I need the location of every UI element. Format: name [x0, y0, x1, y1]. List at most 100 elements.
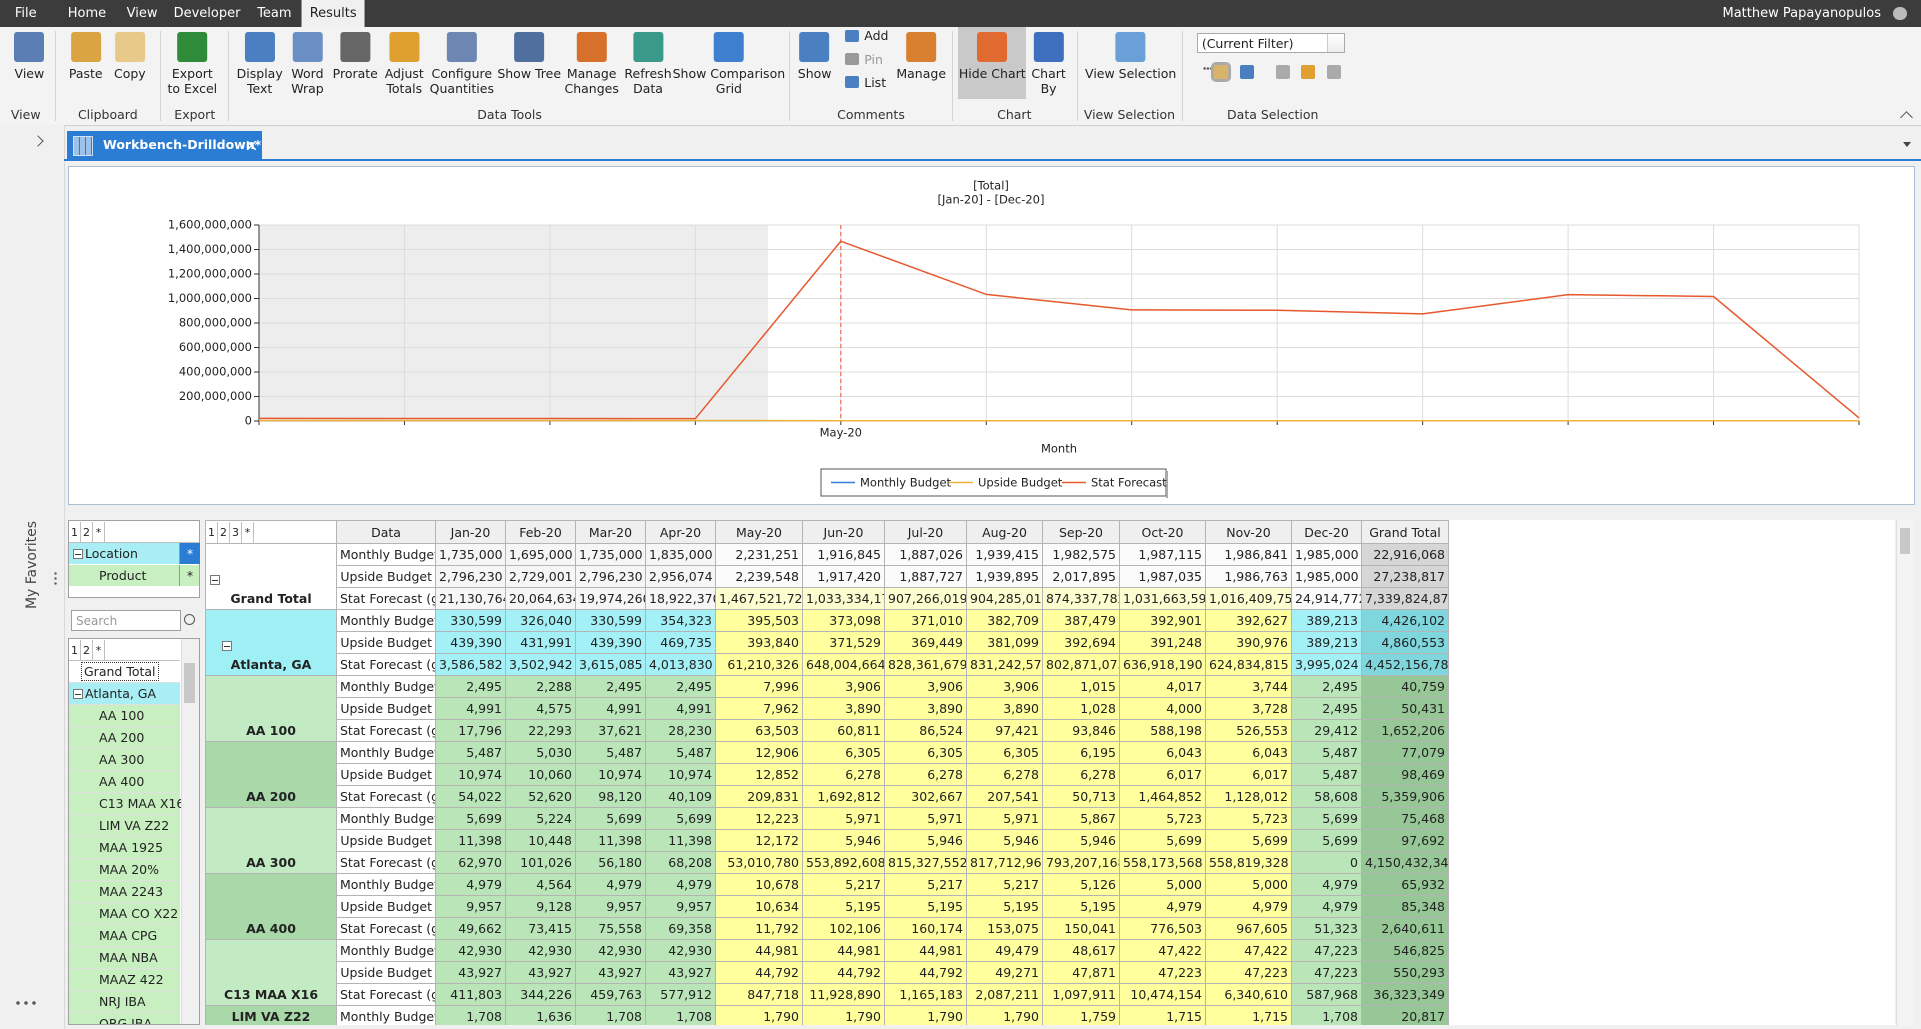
value-cell[interactable]: 2,495	[1291, 675, 1362, 698]
value-cell[interactable]: 5,195	[1042, 895, 1120, 918]
value-cell[interactable]: 5,946	[966, 829, 1043, 852]
value-cell[interactable]: 2,288	[505, 675, 576, 698]
user-name[interactable]: Matthew Papayanopulos	[1722, 6, 1881, 21]
collapse-toggle[interactable]	[73, 549, 83, 559]
row-group-header[interactable]: AA 100	[205, 675, 337, 742]
value-cell[interactable]: 411,803	[435, 983, 506, 1006]
value-cell[interactable]: 1,715	[1119, 1005, 1206, 1025]
value-cell[interactable]: 5,195	[884, 895, 967, 918]
value-cell[interactable]: 5,699	[435, 807, 506, 830]
column-header[interactable]: Apr-20	[645, 520, 716, 544]
value-cell[interactable]: 904,285,018	[966, 587, 1043, 610]
value-cell[interactable]: 5,224	[505, 807, 576, 830]
value-cell[interactable]: 2,495	[575, 675, 646, 698]
ribbon-button[interactable]: Refresh Data	[624, 27, 672, 111]
value-cell[interactable]: 28,230	[645, 719, 716, 742]
value-cell[interactable]: 1,987,115	[1119, 543, 1206, 566]
value-cell[interactable]: 390,976	[1205, 631, 1292, 654]
value-cell[interactable]: 17,796	[435, 719, 506, 742]
value-cell[interactable]: 4,575	[505, 697, 576, 720]
value-cell[interactable]: 2,495	[435, 675, 506, 698]
value-cell[interactable]: 5,723	[1205, 807, 1292, 830]
value-cell[interactable]: 2,796,230	[435, 565, 506, 588]
value-cell[interactable]: 1,708	[575, 1005, 646, 1025]
value-cell[interactable]: 12,172	[715, 829, 803, 852]
tree-item[interactable]: MAA 2243	[69, 881, 180, 903]
value-cell[interactable]: 558,173,568	[1119, 851, 1206, 874]
value-cell[interactable]: 9,957	[645, 895, 716, 918]
splitter-grip[interactable]	[54, 571, 57, 585]
value-cell[interactable]: 75,468	[1361, 807, 1449, 830]
value-cell[interactable]: 5,217	[966, 873, 1043, 896]
level-button[interactable]: 2	[81, 640, 93, 661]
value-cell[interactable]: 4,017	[1119, 675, 1206, 698]
value-cell[interactable]: 1,033,334,179	[802, 587, 885, 610]
value-cell[interactable]: 150,041	[1042, 917, 1120, 940]
field-row[interactable]: Location *	[69, 543, 200, 564]
value-cell[interactable]: 4,564	[505, 873, 576, 896]
value-cell[interactable]: 1,916,845	[802, 543, 885, 566]
value-cell[interactable]: 4,991	[645, 697, 716, 720]
value-cell[interactable]: 49,662	[435, 917, 506, 940]
value-cell[interactable]: 52,620	[505, 785, 576, 808]
value-cell[interactable]: 1,790	[966, 1005, 1043, 1025]
value-cell[interactable]: 1,835,000	[645, 543, 716, 566]
value-cell[interactable]: 12,906	[715, 741, 803, 764]
value-cell[interactable]: 54,022	[435, 785, 506, 808]
value-cell[interactable]: 5,699	[1119, 829, 1206, 852]
value-cell[interactable]: 6,043	[1119, 741, 1206, 764]
value-cell[interactable]: 11,928,890	[802, 983, 885, 1006]
scroll-thumb[interactable]	[1900, 528, 1910, 554]
value-cell[interactable]: 382,709	[966, 609, 1043, 632]
value-cell[interactable]: 326,040	[505, 609, 576, 632]
value-cell[interactable]: 50,713	[1042, 785, 1120, 808]
column-header[interactable]: Oct-20	[1119, 520, 1206, 544]
value-cell[interactable]: 6,017	[1119, 763, 1206, 786]
value-cell[interactable]: 577,912	[645, 983, 716, 1006]
value-cell[interactable]: 392,627	[1205, 609, 1292, 632]
tree-item[interactable]: LIM VA Z22	[69, 815, 180, 837]
value-cell[interactable]: 5,487	[645, 741, 716, 764]
value-cell[interactable]: 1,790	[802, 1005, 885, 1025]
ribbon-button[interactable]: View	[14, 27, 45, 111]
value-cell[interactable]: 391,248	[1119, 631, 1206, 654]
row-group-header[interactable]: Grand Total	[205, 543, 337, 610]
column-header[interactable]: Mar-20	[575, 520, 646, 544]
value-cell[interactable]: 1,985,000	[1291, 543, 1362, 566]
value-cell[interactable]: 60,811	[802, 719, 885, 742]
value-cell[interactable]: 44,981	[802, 939, 885, 962]
value-cell[interactable]: 40,109	[645, 785, 716, 808]
user-avatar[interactable]	[1893, 7, 1907, 20]
value-cell[interactable]: 553,892,608	[802, 851, 885, 874]
ribbon-button[interactable]: Show Tree	[497, 27, 561, 111]
ribbon-button[interactable]: Manage	[896, 27, 946, 111]
value-cell[interactable]: 1,735,000	[435, 543, 506, 566]
row-group-header[interactable]: Atlanta, GA	[205, 609, 337, 676]
value-cell[interactable]: 4,150,432,348	[1361, 851, 1449, 874]
value-cell[interactable]: 4,426,102	[1361, 609, 1449, 632]
level-button[interactable]: *	[242, 522, 254, 543]
row-group-header[interactable]: C13 MAA X16	[205, 939, 337, 1006]
value-cell[interactable]: 43,927	[575, 961, 646, 984]
level-button[interactable]: 1	[207, 522, 218, 543]
collapse-ribbon[interactable]	[1900, 111, 1913, 124]
value-cell[interactable]: 1,128,012	[1205, 785, 1292, 808]
ribbon-button[interactable]: Hide Chart	[958, 27, 1027, 99]
value-cell[interactable]: 58,608	[1291, 785, 1362, 808]
ribbon-button[interactable]: Manage Changes	[564, 27, 619, 111]
value-cell[interactable]: 2,956,074	[645, 565, 716, 588]
menu-item[interactable]: View	[126, 6, 158, 21]
level-button[interactable]: 2	[81, 522, 93, 543]
row-group-header[interactable]: AA 300	[205, 807, 337, 874]
value-cell[interactable]: 1,028	[1042, 697, 1120, 720]
selection-tool[interactable]	[1210, 61, 1231, 82]
level-button[interactable]: 1	[69, 640, 81, 661]
column-header[interactable]: Dec-20	[1291, 520, 1362, 544]
value-cell[interactable]: 330,599	[435, 609, 506, 632]
tree-item[interactable]: AA 200	[69, 727, 180, 749]
value-cell[interactable]: 10,634	[715, 895, 803, 918]
menu-item[interactable]: Results	[301, 0, 365, 27]
value-cell[interactable]: 967,605	[1205, 917, 1292, 940]
value-cell[interactable]: 546,825	[1361, 939, 1449, 962]
value-cell[interactable]: 2,017,895	[1042, 565, 1120, 588]
